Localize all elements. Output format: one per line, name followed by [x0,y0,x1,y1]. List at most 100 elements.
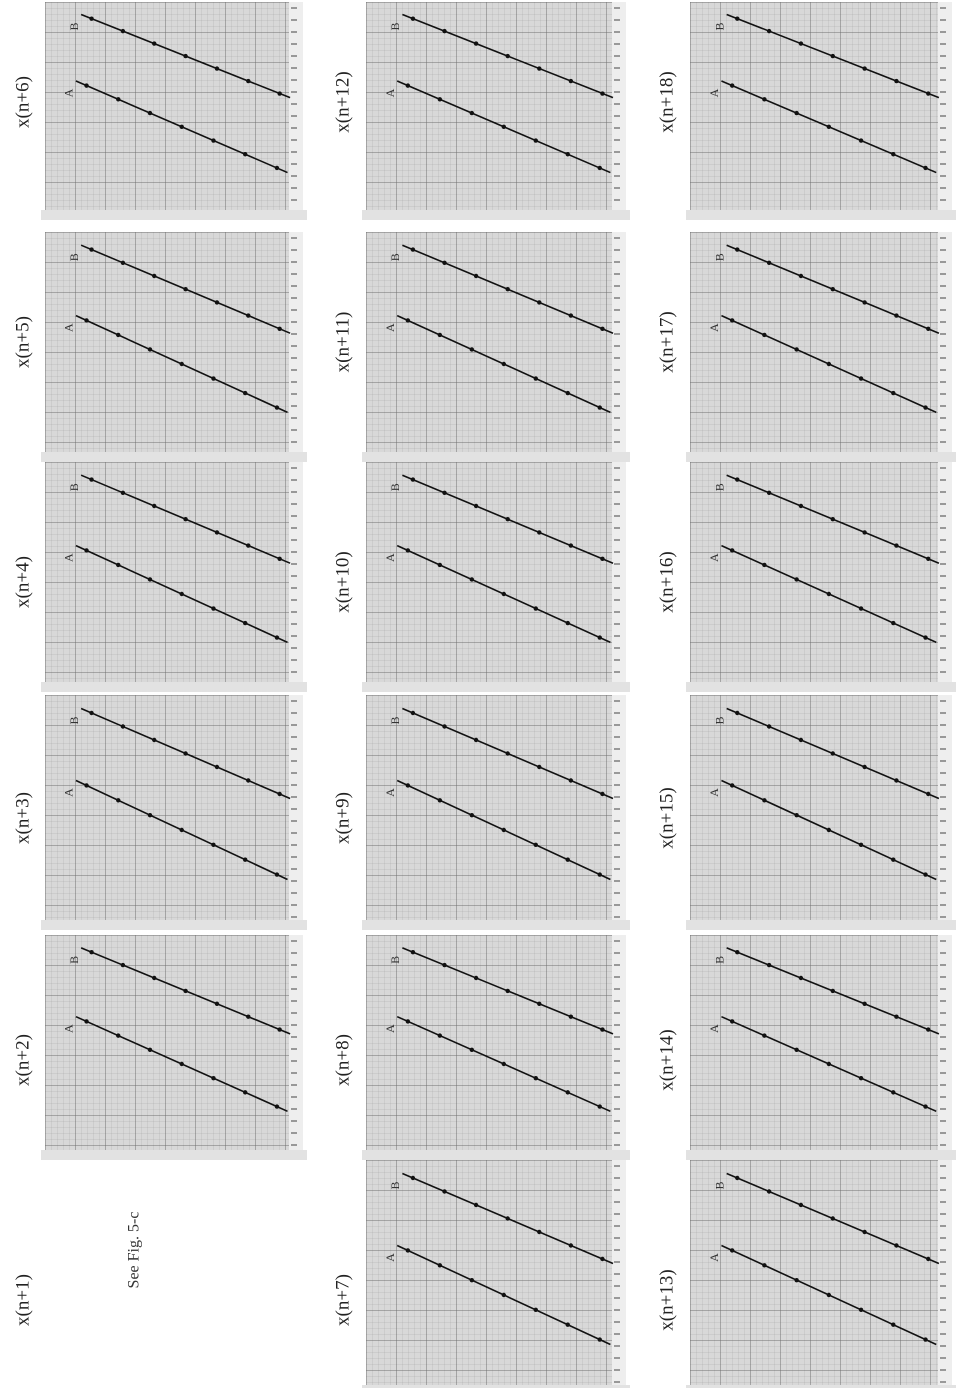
data-point [473,737,479,743]
data-point [442,490,447,495]
data-point [798,41,804,46]
data-point [926,326,931,331]
panel-gap [686,1150,956,1160]
axis-strip [612,232,626,452]
axis-strip [612,462,626,682]
data-point [473,273,479,279]
axis-strip [289,2,303,210]
data-point [537,300,542,305]
graph-panel: AB [41,232,307,462]
data-point [565,1090,570,1095]
data-point [923,872,928,877]
data-point [120,490,126,495]
line-label: B [67,716,81,724]
data-point [183,751,188,756]
data-point [243,390,248,396]
line-label: A [62,88,76,97]
data-point [405,783,411,788]
line-label: B [712,253,726,261]
data-point [826,361,832,367]
line-label: A [707,323,721,332]
data-point [442,260,447,265]
graph-panel: AB [686,2,956,220]
data-point [597,635,602,640]
data-point [798,1202,804,1208]
data-point [894,313,899,318]
data-point [830,1216,835,1221]
data-point [274,1104,280,1109]
data-point [891,1090,896,1095]
data-point [116,1033,121,1038]
line-label: B [67,483,81,491]
data-point [926,91,931,96]
data-point [274,405,280,410]
line-label: B [712,22,726,30]
panel-label: x(n+9) [332,792,353,844]
data-point [89,477,94,482]
data-point [152,273,157,279]
data-point [469,577,475,582]
data-point [729,318,735,323]
data-point [183,53,188,59]
data-point [735,477,740,482]
panel-label: x(n+2) [12,1034,33,1086]
line-label: A [62,553,76,562]
data-point [568,313,574,318]
graph-panel: AB [686,232,956,462]
data-point [565,620,570,626]
graph-panel: AB [41,935,307,1160]
panel-gap [686,682,956,692]
data-point [84,83,89,88]
graph-panel: AB [41,462,307,692]
panel-label: x(n+17) [656,311,677,372]
panel-gap [686,920,956,930]
data-point [116,332,121,338]
data-point [501,361,506,367]
panel-label: x(n+5) [12,316,33,368]
graph-grid [690,695,952,920]
data-point [891,857,896,862]
data-point [891,620,896,626]
graph-panel: AB [362,935,630,1160]
panel-gap [41,210,307,220]
data-point [469,1277,475,1283]
data-point [826,124,832,129]
data-point [894,1014,899,1019]
axis-strip [938,935,952,1150]
graph-panel: AB [686,1160,956,1388]
data-point [537,764,542,770]
data-point [858,376,864,381]
panel-gap [362,210,630,220]
data-point [120,962,126,968]
data-point [89,710,94,716]
data-point [246,313,251,318]
data-point [537,66,542,71]
graph-panel: AB [362,2,630,220]
data-point [597,872,602,877]
data-point [473,503,479,509]
panel-gap [41,920,307,930]
data-point [120,724,126,729]
line-label: B [67,956,81,964]
data-point [152,41,157,46]
data-point [152,737,157,743]
panel-label: x(n+8) [332,1034,353,1086]
graph-panel: AB [362,1160,630,1388]
data-point [565,390,570,396]
data-point [152,503,157,509]
panel-gap [362,1385,630,1388]
data-point [277,91,282,96]
panel-gap [686,210,956,220]
data-point [891,390,896,396]
data-point [533,376,538,381]
axis-strip [289,462,303,682]
graph-grid [366,2,626,210]
data-point [179,591,184,597]
data-point [211,138,216,143]
data-point [597,1104,602,1109]
panel-gap [686,452,956,462]
data-point [243,620,248,626]
data-point [794,110,799,116]
data-point [862,530,867,535]
